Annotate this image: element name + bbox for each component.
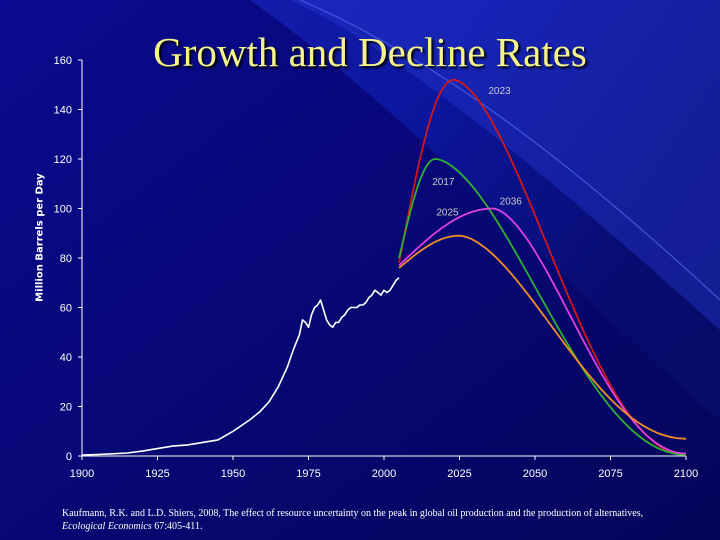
y-tick-label: 60 [60,303,72,315]
y-tick-label: 80 [60,253,72,265]
background-arc [0,0,720,330]
x-tick-label: 1975 [296,468,320,480]
y-tick-label: 0 [66,451,72,463]
series-label-2017: 2017 [432,177,455,188]
citation-journal: Ecological Economics [62,521,152,532]
citation: Kaufmann, R.K. and L.D. Shiers, 2008, Th… [62,507,682,533]
chart-title: Growth and Decline Rates [153,29,587,75]
series-label-2023: 2023 [488,86,511,97]
y-tick-label: 100 [54,204,72,216]
x-tick-label: 2025 [447,468,471,480]
axes: 0 20 40 60 80 100 120 140 160 1900 1925 1950 1975 200… [54,55,699,480]
x-tick-label: 2100 [674,468,698,480]
series-historical [81,277,400,456]
x-tick-label: 1925 [145,468,169,480]
citation-ref: 67:405-411. [151,521,203,532]
series-label-2025: 2025 [436,208,459,219]
y-tick-label: 140 [54,105,72,117]
citation-text: Kaufmann, R.K. and L.D. Shiers, 2008, Th… [62,508,644,519]
x-tick-label: 2075 [598,468,622,480]
series-group [81,78,687,456]
curve-labels: 2023 2017 2036 2025 [432,86,522,219]
x-tick-label: 1950 [221,468,245,480]
background-arc-line [299,0,720,301]
series-label-2036: 2036 [500,197,523,208]
series-2017 [398,158,687,456]
y-tick-label: 20 [60,402,72,414]
y-tick-label: 40 [60,352,72,364]
x-tick-label: 1900 [70,468,94,480]
series-2023 [398,78,687,456]
x-tick-label: 2000 [372,468,396,480]
series-2036 [398,207,686,455]
y-tick-label: 160 [54,55,72,67]
y-tick-label: 120 [54,154,72,166]
x-tick-label: 2050 [523,468,547,480]
series-2025 [398,234,686,440]
